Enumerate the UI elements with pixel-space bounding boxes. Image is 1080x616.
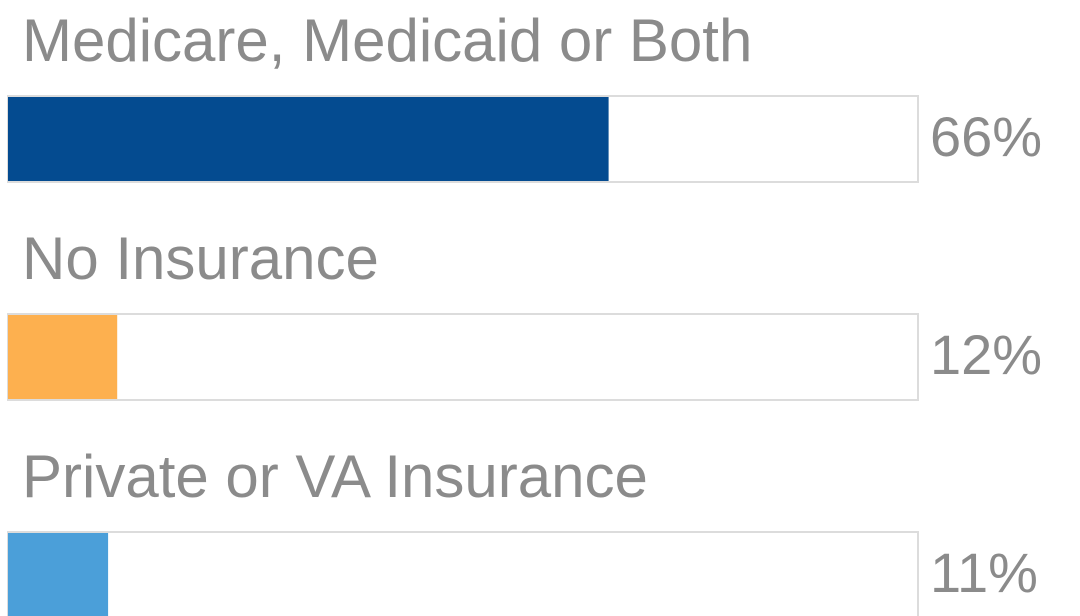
bar-track <box>7 313 919 401</box>
value-label: 12% <box>930 323 1042 386</box>
bar-track <box>7 531 919 616</box>
value-label: 66% <box>930 105 1042 168</box>
category-label: Private or VA Insurance <box>22 443 648 510</box>
value-label: 11% <box>930 541 1038 604</box>
category-label: Medicare, Medicaid or Both <box>22 7 752 74</box>
category-label: No Insurance <box>22 225 379 292</box>
bar <box>8 315 118 399</box>
bar <box>8 533 109 616</box>
bar <box>8 97 609 181</box>
